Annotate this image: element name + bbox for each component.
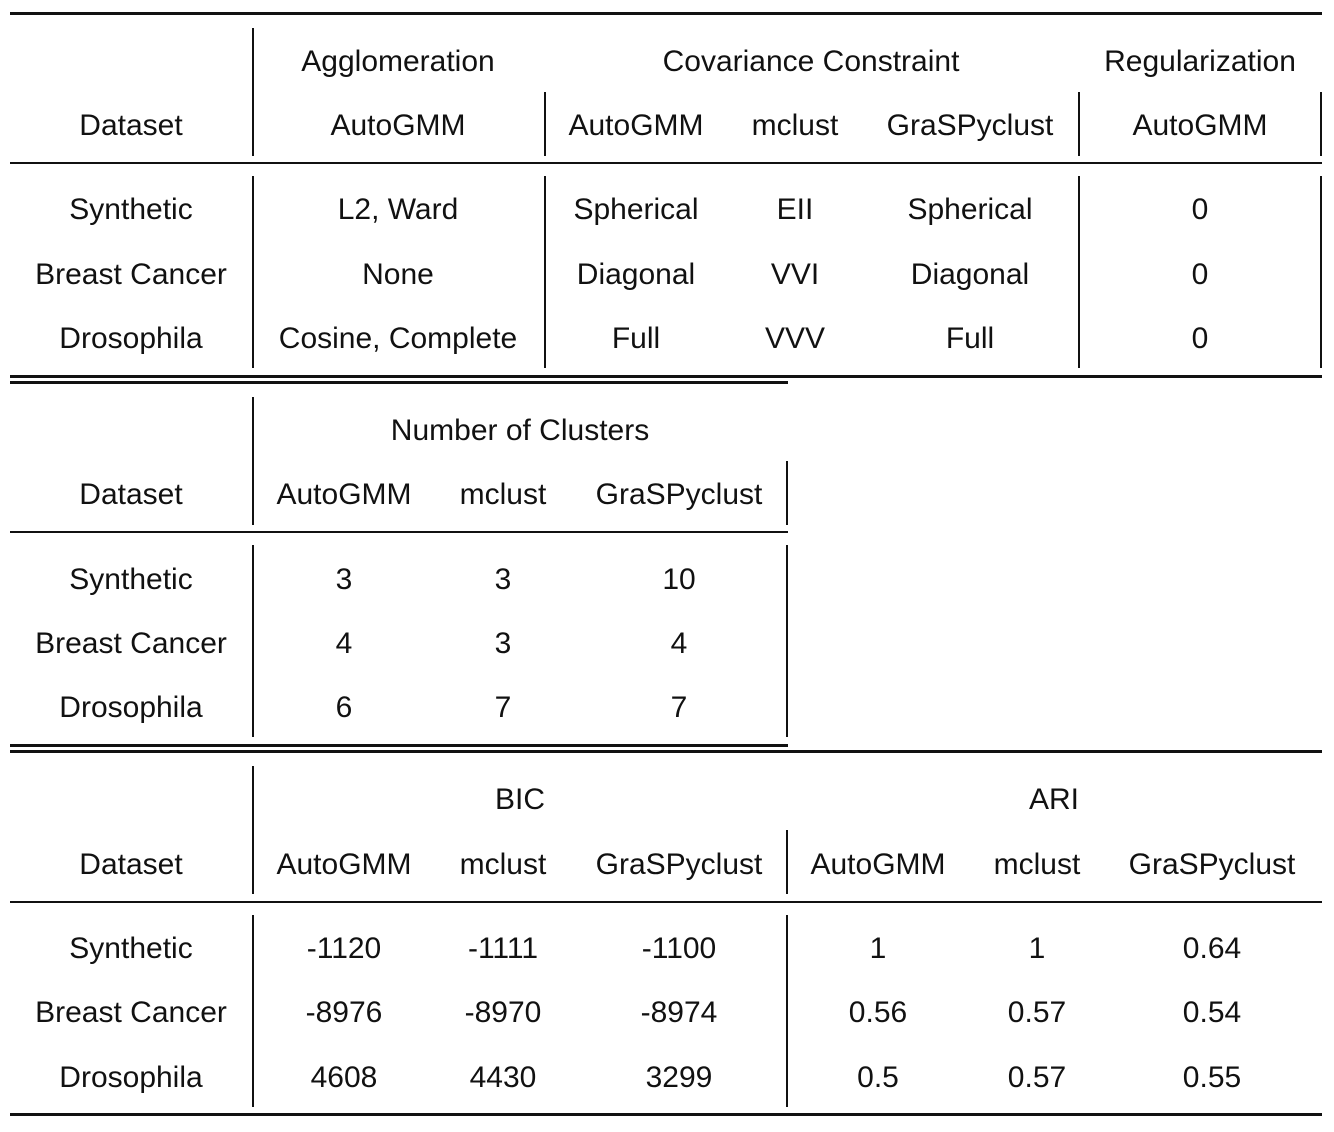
table-cell: Cosine, Complete: [278, 322, 518, 355]
table-cell: None: [362, 258, 434, 291]
table3-top-rule: [10, 750, 1322, 753]
table-cell: -8976: [305, 996, 383, 1029]
table3-col-header: mclust: [459, 848, 547, 881]
table-cell: Diagonal: [576, 258, 696, 291]
table-cell: 7: [494, 691, 512, 724]
table3-col-header: mclust: [993, 848, 1081, 881]
table-cell: Diagonal: [910, 258, 1030, 291]
table2-col-separator: [786, 545, 788, 737]
table3-col-header: GraSPyclust: [1128, 848, 1296, 881]
table-cell: 1: [1028, 932, 1046, 965]
table-cell: EII: [776, 193, 814, 226]
table-cell: Synthetic: [69, 563, 193, 596]
table1-group-header: Agglomeration: [301, 45, 495, 78]
table1-col-separator: [544, 92, 546, 156]
table-cell: 7: [670, 691, 688, 724]
table-cell: Full: [611, 322, 661, 355]
table-cell: 0: [1191, 322, 1209, 355]
table3-group-header: BIC: [494, 783, 546, 816]
table1-group-header: Regularization: [1104, 45, 1296, 78]
table1-header-rule: [10, 162, 1322, 164]
table-cell: 0.57: [1007, 996, 1067, 1029]
table-cell: 3: [335, 563, 353, 596]
table-cell: 10: [662, 563, 696, 596]
table-cell: 0.57: [1007, 1061, 1067, 1094]
table-cell: 0.54: [1182, 996, 1242, 1029]
table2-col-separator: [252, 397, 254, 525]
table-cell: 0: [1191, 258, 1209, 291]
table3-col-header: GraSPyclust: [595, 848, 763, 881]
table1-col-separator: [544, 176, 546, 368]
table1-col-header: Dataset: [79, 109, 183, 142]
table2-col-header: AutoGMM: [276, 478, 412, 511]
table1-col-separator: [1320, 176, 1322, 368]
table1-col-header: AutoGMM: [568, 109, 704, 142]
table-cell: 3: [494, 627, 512, 660]
table1-col-header: mclust: [751, 109, 839, 142]
table2-top-rule: [10, 381, 788, 384]
table2-col-separator: [786, 461, 788, 525]
table3-header-rule: [10, 901, 1322, 903]
table1-col-header: AutoGMM: [1132, 109, 1268, 142]
table-cell: Breast Cancer: [35, 258, 227, 291]
table2-col-header: GraSPyclust: [595, 478, 763, 511]
table-cell: Spherical: [907, 193, 1033, 226]
table-cell: Synthetic: [69, 193, 193, 226]
table-cell: Breast Cancer: [35, 996, 227, 1029]
table2-col-separator: [252, 545, 254, 737]
table-cell: 1: [869, 932, 887, 965]
table-cell: 0.56: [848, 996, 908, 1029]
table1-col-header: GraSPyclust: [886, 109, 1054, 142]
table3-col-header: Dataset: [79, 848, 183, 881]
table2-header-rule: [10, 531, 788, 533]
table1-col-separator: [1078, 176, 1080, 368]
table-cell: Drosophila: [59, 691, 203, 724]
table1-col-header: AutoGMM: [330, 109, 466, 142]
table-cell: Synthetic: [69, 932, 193, 965]
table-cell: -8970: [464, 996, 542, 1029]
table3-col-separator: [252, 915, 254, 1107]
table-cell: 6: [335, 691, 353, 724]
table1-col-separator: [1078, 92, 1080, 156]
table-cell: VVV: [764, 322, 826, 355]
table3-col-separator: [786, 830, 788, 894]
table2-col-header: Dataset: [79, 478, 183, 511]
table-cell: 4: [670, 627, 688, 660]
table-cell: -8974: [640, 996, 718, 1029]
table-cell: Spherical: [573, 193, 699, 226]
table3-col-header: AutoGMM: [810, 848, 946, 881]
table3-group-header: ARI: [1028, 783, 1080, 816]
table-cell: 4430: [469, 1061, 537, 1094]
table-cell: 4: [335, 627, 353, 660]
table2-bottom-rule: [10, 744, 788, 747]
table-cell: -1120: [306, 932, 382, 965]
table2-col-header: mclust: [459, 478, 547, 511]
table1-col-separator: [252, 28, 254, 156]
table3-col-header: AutoGMM: [276, 848, 412, 881]
table-cell: -1111: [467, 932, 539, 965]
table1-group-header: Covariance Constraint: [662, 45, 960, 78]
table1-col-separator: [1320, 92, 1322, 156]
table-cell: Breast Cancer: [35, 627, 227, 660]
table-cell: Full: [945, 322, 995, 355]
table-cell: -1100: [641, 932, 717, 965]
table-cell: Drosophila: [59, 1061, 203, 1094]
table2-group-header: Number of Clusters: [390, 414, 650, 447]
table-cell: 0: [1191, 193, 1209, 226]
table3-bottom-rule: [10, 1113, 1322, 1116]
table-cell: 3: [494, 563, 512, 596]
table-cell: 0.55: [1182, 1061, 1242, 1094]
table1-bottom-rule: [10, 375, 1322, 378]
table1-top-rule: [10, 12, 1322, 15]
table-cell: VVI: [770, 258, 820, 291]
table-cell: 4608: [310, 1061, 378, 1094]
table3-col-separator: [786, 915, 788, 1107]
table-cell: 0.64: [1182, 932, 1242, 965]
table-cell: 0.5: [857, 1061, 899, 1094]
table3-col-separator: [252, 766, 254, 894]
table1-col-separator: [252, 176, 254, 368]
table-cell: L2, Ward: [337, 193, 459, 226]
table-cell: 3299: [645, 1061, 713, 1094]
table-cell: Drosophila: [59, 322, 203, 355]
